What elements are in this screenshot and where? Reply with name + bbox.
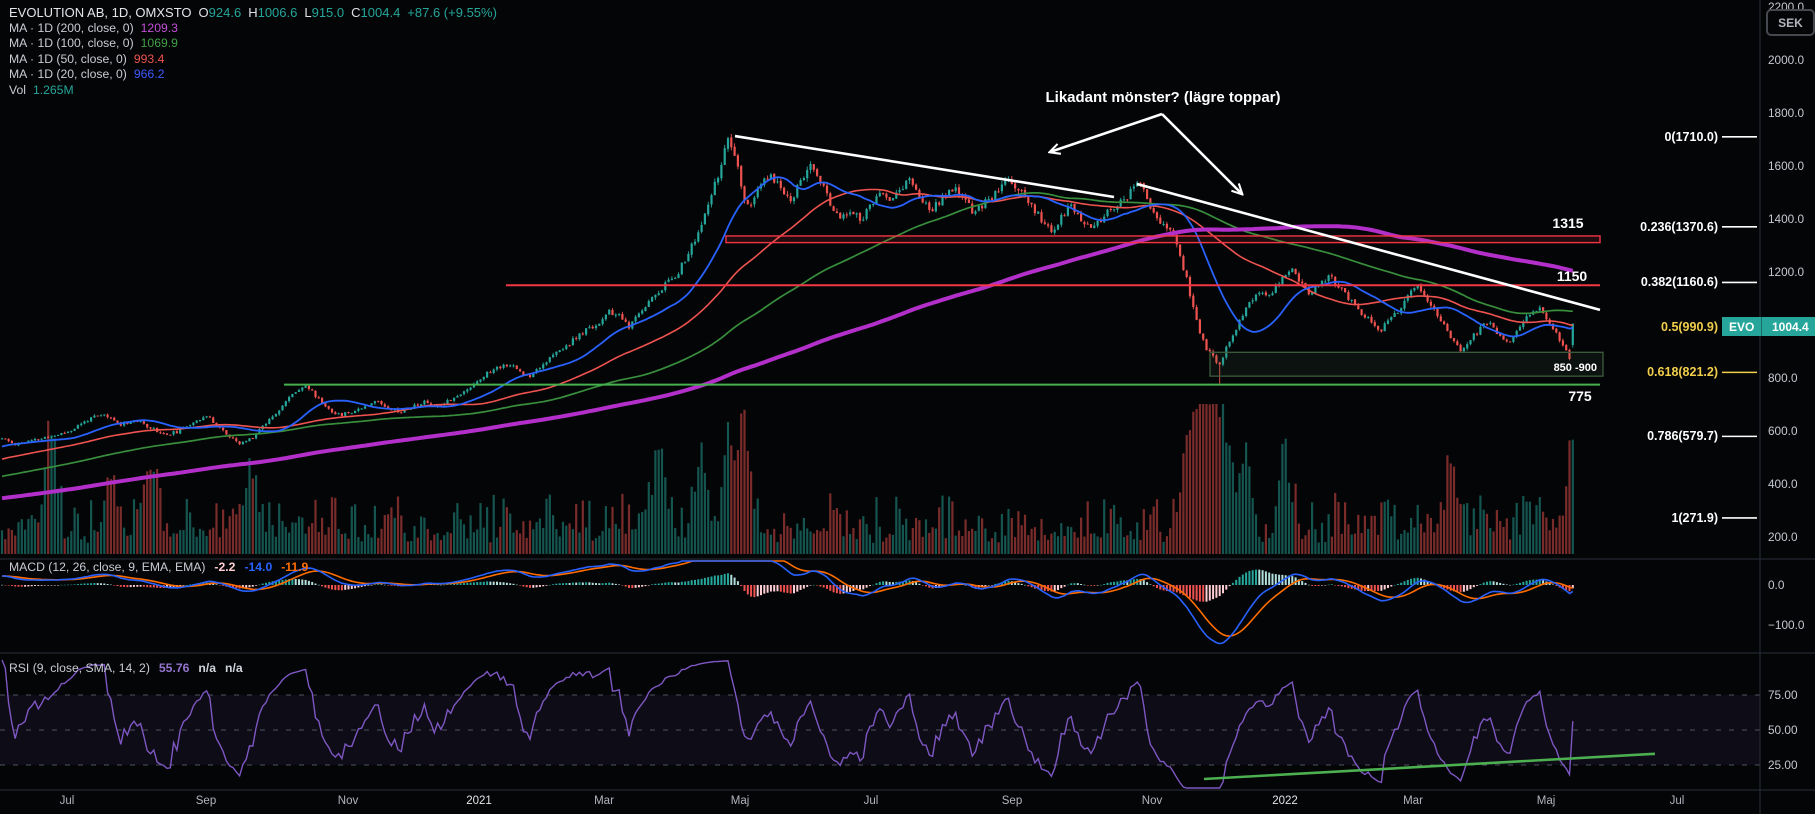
time-axis-tick: Jul: [1669, 795, 1685, 807]
change-value: +87.6 (+9.55%): [407, 5, 497, 20]
candlestick-series[interactable]: [0, 133, 1574, 447]
resistance-channel-1315[interactable]: [725, 235, 1601, 244]
fib-level-label: 0.5(990.9): [1661, 320, 1718, 335]
volume-bars: [0, 404, 1574, 554]
ma-legend-row[interactable]: MA · 1D (20, close, 0) 966.2: [9, 67, 497, 83]
rsi-label: RSI (9, close, SMA, 14, 2): [9, 661, 150, 675]
symbol-legend-row[interactable]: EVOLUTION AB, 1D, OMXSTO O924.6 H1006.6 …: [9, 5, 497, 21]
low-label: L: [304, 5, 312, 20]
close-value: 1004.4: [360, 5, 401, 20]
time-axis-tick: Maj: [730, 795, 750, 807]
time-axis-tick: Jul: [863, 795, 879, 807]
trendline-downtrend-b[interactable]: [1136, 182, 1601, 312]
volume-legend-row[interactable]: Vol 1.265M: [9, 83, 497, 99]
trendline-downtrend-a[interactable]: [734, 134, 1115, 199]
ma-legend-row[interactable]: MA · 1D (100, close, 0) 1069.9: [9, 36, 497, 52]
low-value: 915.0: [311, 5, 345, 20]
price-axis-tick: 600.0: [1768, 424, 1798, 438]
volume-value: 1.265M: [32, 82, 74, 97]
price-axis-tick: 800.0: [1768, 371, 1798, 385]
level-label-775: 775: [1568, 388, 1592, 404]
fib-level-label: 0(1710.0): [1664, 129, 1718, 144]
indicator-value: n/a: [225, 661, 243, 675]
symbol-badge: EVO: [1722, 317, 1763, 336]
rsi-axis-tick: 75.00: [1768, 688, 1798, 702]
rsi-uptrend-line[interactable]: [1203, 752, 1656, 781]
rsi-axis-tick: 25.00: [1768, 758, 1798, 772]
rsi-legend-row[interactable]: RSI (9, close, SMA, 14, 2) 55.76 n/a n/a: [9, 661, 243, 675]
price-axis-tick: 1800.0: [1768, 106, 1805, 120]
macd-legend-row[interactable]: MACD (12, 26, close, 9, EMA, EMA) -2.2 -1…: [9, 560, 308, 574]
range-box-label: 850 -900: [1553, 362, 1597, 374]
price-axis-tick: 1200.0: [1768, 265, 1805, 279]
rsi-axis-tick: 50.00: [1768, 723, 1798, 737]
time-axis-tick: Mar: [1403, 795, 1423, 807]
ma-legend-value: 993.4: [133, 51, 165, 66]
ma-legend-label: MA · 1D (100, close, 0): [9, 36, 134, 51]
ma-legend-value: 966.2: [133, 67, 165, 82]
macd-axis-tick: 0.0: [1768, 578, 1785, 592]
time-axis-tick: Nov: [1141, 795, 1163, 807]
macd-lines: [1, 560, 1574, 645]
indicator-value: -11.9: [281, 560, 309, 574]
fib-level-label: 0.382(1160.6): [1640, 275, 1718, 290]
ma-100-line[interactable]: [1, 192, 1573, 478]
ma-legend-row[interactable]: MA · 1D (200, close, 0) 1209.3: [9, 21, 497, 37]
ma-50-line[interactable]: [1, 188, 1573, 460]
indicator-value: n/a: [198, 661, 216, 675]
ma-legend-value: 1209.3: [140, 20, 178, 35]
rsi-band: [0, 694, 1760, 766]
time-axis-tick: Mar: [594, 795, 614, 807]
symbol-title: EVOLUTION AB, 1D, OMXSTO: [9, 5, 192, 20]
time-axis-tick: 2022: [1272, 795, 1298, 807]
ma-200-line[interactable]: [1, 224, 1574, 501]
indicator-value: -14.0: [244, 560, 273, 574]
fib-level-label: 0.236(1370.6): [1640, 219, 1718, 234]
range-box-850-900[interactable]: [1209, 351, 1604, 377]
time-axis-tick: Maj: [1536, 795, 1556, 807]
ma-20-line[interactable]: [1, 176, 1574, 448]
price-axis-tick: 200.0: [1768, 530, 1798, 544]
high-value: 1006.6: [257, 5, 298, 20]
annotation-text[interactable]: Likadant mönster? (lägre toppar): [1045, 89, 1281, 106]
indicator-value: 55.76: [158, 661, 190, 675]
time-axis-tick: Jul: [59, 795, 75, 807]
last-price-badge: EVO 1004.4: [1722, 317, 1815, 336]
price-axis-tick: 1600.0: [1768, 159, 1805, 173]
macd-label: MACD (12, 26, close, 9, EMA, EMA): [9, 560, 206, 574]
close-label: C: [351, 5, 361, 20]
rsi-line: [1, 659, 1574, 789]
ma-legend-label: MA · 1D (200, close, 0): [9, 20, 134, 35]
high-label: H: [248, 5, 258, 20]
ma-legend-label: MA · 1D (50, close, 0): [9, 51, 127, 66]
last-price-value: 1004.4: [1762, 317, 1815, 336]
indicator-value: -2.2: [214, 560, 236, 574]
open-value: 924.6: [208, 5, 242, 20]
macd-axis-tick: −100.0: [1768, 618, 1805, 632]
volume-label: Vol: [9, 82, 26, 97]
time-axis-tick: Nov: [337, 795, 359, 807]
ma-legend-label: MA · 1D (20, close, 0): [9, 67, 127, 82]
price-axis-tick: 2000.0: [1768, 53, 1805, 67]
ma-legend-value: 1069.9: [140, 36, 178, 51]
currency-badge[interactable]: SEK: [1766, 9, 1815, 36]
time-axis-tick: Sep: [195, 795, 217, 807]
level-label-1150: 1150: [1556, 268, 1588, 284]
fib-level-label: 0.618(821.2): [1647, 365, 1718, 380]
price-axis-tick: 400.0: [1768, 477, 1798, 491]
price-axis-tick: 1400.0: [1768, 212, 1805, 226]
ma-legend-row[interactable]: MA · 1D (50, close, 0) 993.4: [9, 52, 497, 68]
fib-level-label: 0.786(579.7): [1647, 429, 1718, 444]
time-axis-tick: 2021: [466, 795, 492, 807]
fib-level-label: 1(271.9): [1671, 510, 1718, 525]
open-label: O: [198, 5, 209, 20]
time-axis-tick: Sep: [1001, 795, 1023, 807]
annotation-arrows[interactable]: [1050, 112, 1242, 194]
chart-legend: EVOLUTION AB, 1D, OMXSTO O924.6 H1006.6 …: [9, 5, 497, 99]
ma-legend-rows: MA · 1D (200, close, 0) 1209.3 MA · 1D (10…: [9, 21, 497, 83]
level-label-1315: 1315: [1552, 215, 1584, 231]
